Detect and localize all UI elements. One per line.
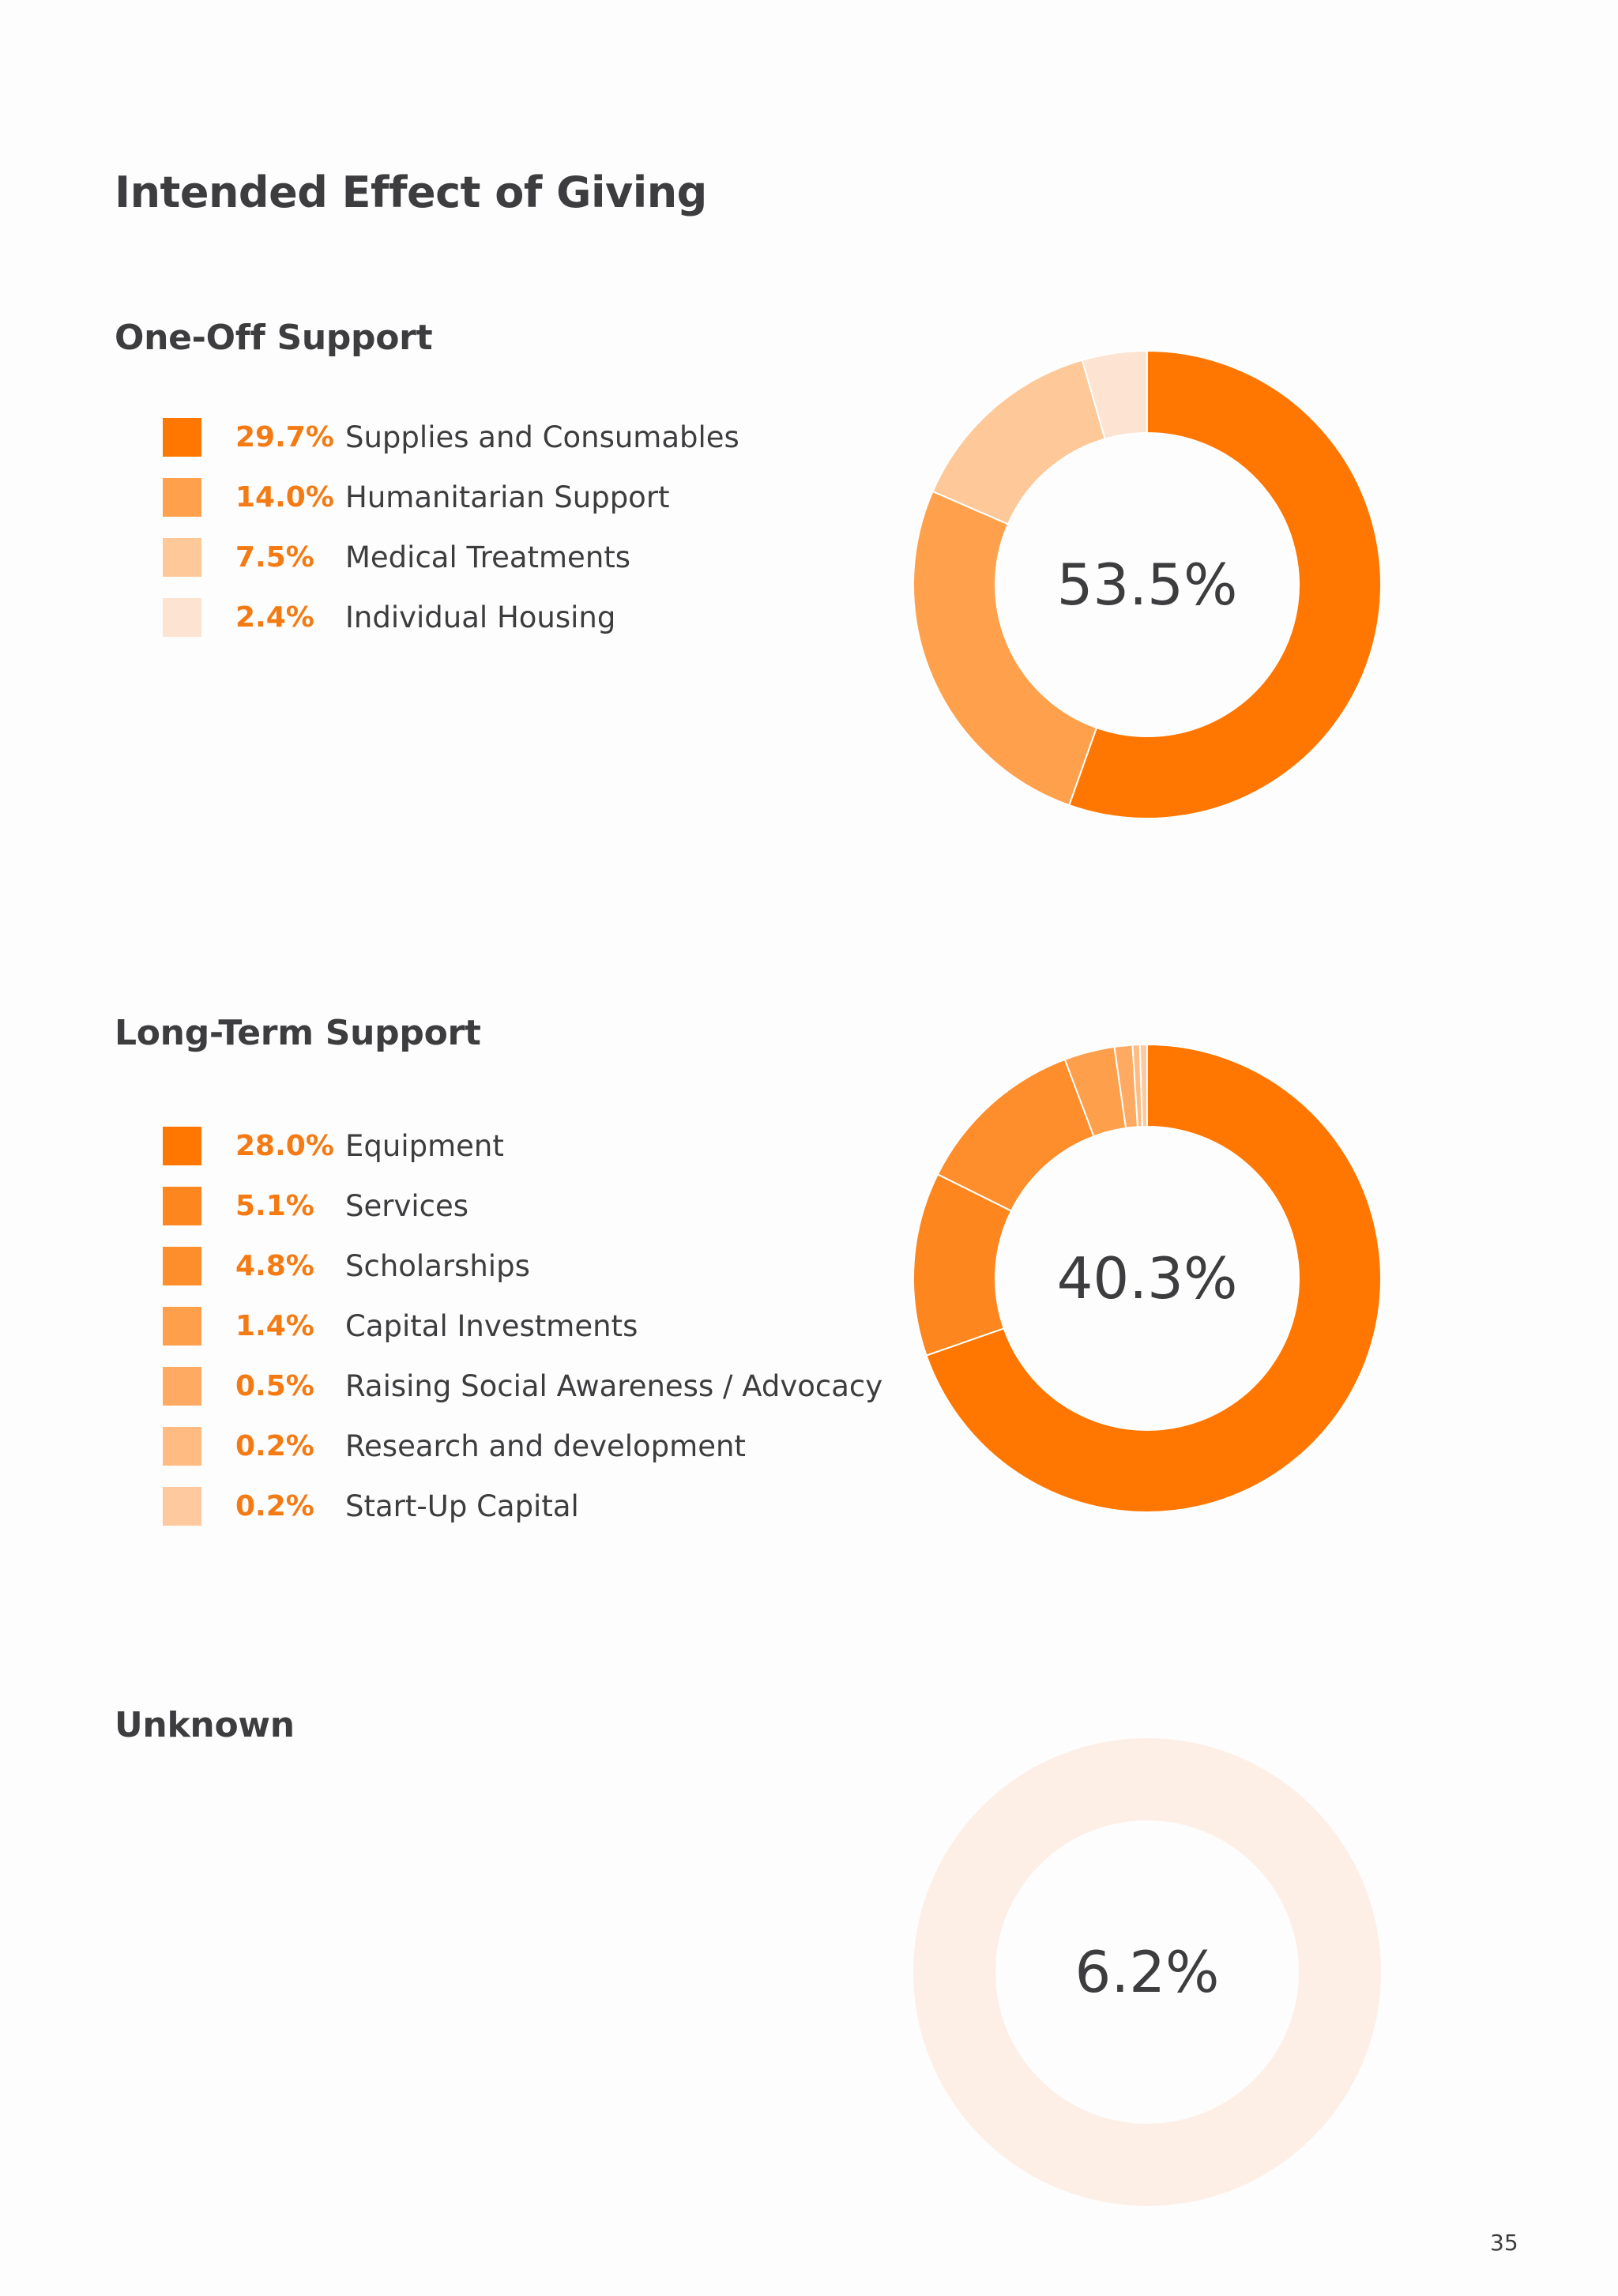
legend-item: 7.5% Medical Treatments xyxy=(163,527,630,587)
legend-label: Medical Treatments xyxy=(345,540,631,574)
legend-label: Scholarships xyxy=(345,1248,530,1283)
legend-swatch xyxy=(163,1306,201,1346)
legend-label: Equipment xyxy=(345,1128,504,1163)
donut-svg xyxy=(912,349,1382,819)
legend-value: 1.4% xyxy=(235,1309,314,1342)
legend-label: Raising Social Awareness / Advocacy xyxy=(345,1368,883,1403)
legend-item: 1.4% Capital Investments xyxy=(163,1296,638,1356)
legend-value: 7.5% xyxy=(235,540,314,574)
legend-long-term: 28.0% Equipment 5.1% Services 4.8% Scholarshi… xyxy=(163,1116,882,1536)
donut-svg xyxy=(912,1043,1382,1513)
legend-value: 2.4% xyxy=(235,600,314,634)
legend-item: 14.0% Humanitarian Support xyxy=(163,467,670,527)
legend-value: 4.8% xyxy=(235,1249,314,1282)
legend-value: 0.2% xyxy=(235,1489,314,1523)
legend-item: 0.2% Start-Up Capital xyxy=(163,1476,579,1536)
legend-value: 0.5% xyxy=(235,1369,314,1402)
section-title-one-off: One-Off Support xyxy=(115,318,433,358)
legend-swatch xyxy=(163,1246,201,1285)
legend-item: 4.8% Scholarships xyxy=(163,1236,530,1296)
legend-label: Services xyxy=(345,1188,469,1223)
legend-swatch xyxy=(163,417,201,457)
center-value: 53.5% xyxy=(1056,551,1238,618)
legend-swatch xyxy=(163,1486,201,1526)
legend-label: Humanitarian Support xyxy=(345,480,670,514)
center-value: 6.2% xyxy=(1074,1939,1220,2005)
legend-label: Capital Investments xyxy=(345,1308,638,1343)
legend-label: Start-Up Capital xyxy=(345,1489,579,1523)
legend-label: Individual Housing xyxy=(345,600,616,634)
legend-swatch xyxy=(163,1186,201,1225)
page-title: Intended Effect of Giving xyxy=(115,167,707,217)
donut-chart-one-off: 53.5% xyxy=(910,348,1384,822)
donut-svg xyxy=(913,1738,1381,2206)
legend-item: 0.2% Research and development xyxy=(163,1416,746,1476)
legend-value: 28.0% xyxy=(235,1129,334,1162)
donut-slice xyxy=(1138,1043,1148,1128)
legend-swatch xyxy=(163,597,201,637)
donut-slice xyxy=(1081,349,1148,440)
legend-swatch xyxy=(163,1426,201,1466)
legend-item: 2.4% Individual Housing xyxy=(163,587,615,647)
center-value: 40.3% xyxy=(1056,1245,1238,1312)
legend-label: Research and development xyxy=(345,1428,746,1463)
legend-one-off: 29.7% Supplies and Consumables 14.0% Humani… xyxy=(163,407,739,647)
legend-value: 5.1% xyxy=(235,1189,314,1222)
legend-value: 14.0% xyxy=(235,480,334,514)
legend-swatch xyxy=(163,537,201,577)
donut-slice xyxy=(925,1043,1382,1513)
legend-item: 28.0% Equipment xyxy=(163,1116,504,1176)
legend-value: 29.7% xyxy=(235,420,334,454)
donut-slice xyxy=(912,490,1098,807)
legend-item: 0.5% Raising Social Awareness / Advocacy xyxy=(163,1356,882,1416)
donut-chart-long-term: 40.3% xyxy=(910,1041,1384,1515)
section-title-long-term: Long-Term Support xyxy=(115,1013,481,1053)
legend-swatch xyxy=(163,1366,201,1406)
donut-chart-unknown: 6.2% xyxy=(910,1735,1384,2209)
section-title-unknown: Unknown xyxy=(115,1705,295,1745)
page-number: 35 xyxy=(1490,2230,1518,2256)
legend-swatch xyxy=(163,477,201,517)
legend-item: 5.1% Services xyxy=(163,1176,468,1236)
legend-item: 29.7% Supplies and Consumables xyxy=(163,407,739,467)
donut-slice xyxy=(1068,349,1382,819)
donut-slice xyxy=(913,1738,1381,2206)
legend-swatch xyxy=(163,1126,201,1165)
legend-value: 0.2% xyxy=(235,1429,314,1462)
legend-label: Supplies and Consumables xyxy=(345,420,739,454)
